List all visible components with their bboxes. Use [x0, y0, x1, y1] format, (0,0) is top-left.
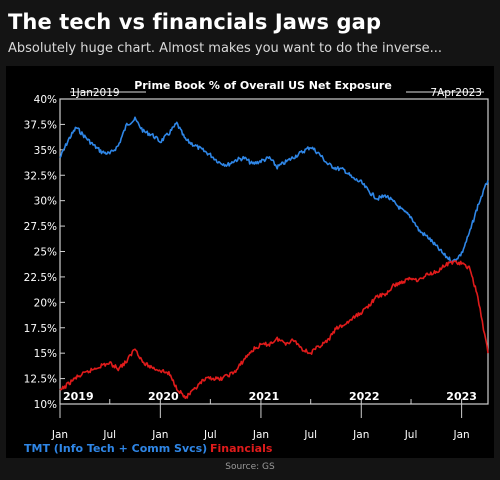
- x-tick-label: Jan: [453, 429, 470, 441]
- y-axis: 40% 37.5% 35% 32.5% 30% 27.5% 25% 22.5% 20% 17.5%…: [24, 94, 65, 411]
- x-tick-label: Jan: [252, 429, 269, 441]
- plot-frame: [59, 98, 489, 405]
- y-tick-label: 32.5%: [24, 170, 57, 182]
- x-tick-label: Jul: [404, 429, 418, 441]
- x-tick-label: Jan: [151, 429, 168, 441]
- x-tick-label: Jan: [51, 429, 68, 441]
- y-tick-label: 22.5%: [24, 272, 57, 284]
- y-tick-label: 25%: [34, 247, 57, 259]
- chart-title: Prime Book % of Overall US Net Exposure: [134, 79, 392, 92]
- y-tick-label: 40%: [34, 94, 57, 106]
- y-tick-label: 20%: [34, 297, 57, 309]
- series-line-tmt: [59, 116, 489, 264]
- end-date-label: 7Apr2023: [430, 87, 482, 99]
- series-layer: [59, 116, 489, 400]
- year-label: 2020: [148, 390, 179, 403]
- x-tick-label: Jan: [352, 429, 369, 441]
- year-label: 2021: [249, 390, 280, 403]
- page-headline: The tech vs financials Jaws gap: [8, 10, 382, 34]
- legend-item-tmt: TMT (Info Tech + Comm Svcs): [24, 442, 207, 455]
- x-axis: Jan Jul Jan Jul Jan Jul Jan Jul Jan 2019 2020 2021 2…: [51, 390, 477, 441]
- y-tick-label: 30%: [34, 196, 57, 208]
- legend-item-financials: Financials: [210, 442, 273, 455]
- y-tick-label: 17.5%: [24, 323, 57, 335]
- series-line-financials: [59, 260, 489, 400]
- start-date-label: 1Jan2019: [70, 87, 120, 99]
- page-subtitle: Absolutely huge chart. Almost makes you …: [8, 41, 443, 56]
- x-tick-label: Jul: [102, 429, 116, 441]
- y-tick-label: 35%: [34, 145, 57, 157]
- x-tick-label: Jul: [303, 429, 317, 441]
- source-note: Source: GS: [225, 462, 275, 472]
- year-label: 2023: [446, 390, 477, 403]
- y-tick-label: 12.5%: [24, 374, 57, 386]
- y-tick-label: 15%: [34, 348, 57, 360]
- y-tick-label: 37.5%: [24, 119, 57, 131]
- line-chart: 40% 37.5% 35% 32.5% 30% 27.5% 25% 22.5% 20% 17.5%…: [24, 79, 489, 455]
- year-label: 2022: [349, 390, 380, 403]
- y-tick-label: 27.5%: [24, 221, 57, 233]
- chart-panel: 40% 37.5% 35% 32.5% 30% 27.5% 25% 22.5% 20% 17.5%…: [6, 66, 494, 458]
- chart-legend: TMT (Info Tech + Comm Svcs) Financials: [24, 442, 273, 455]
- y-tick-label: 10%: [34, 399, 57, 411]
- year-label: 2019: [63, 390, 94, 403]
- x-tick-label: Jul: [203, 429, 217, 441]
